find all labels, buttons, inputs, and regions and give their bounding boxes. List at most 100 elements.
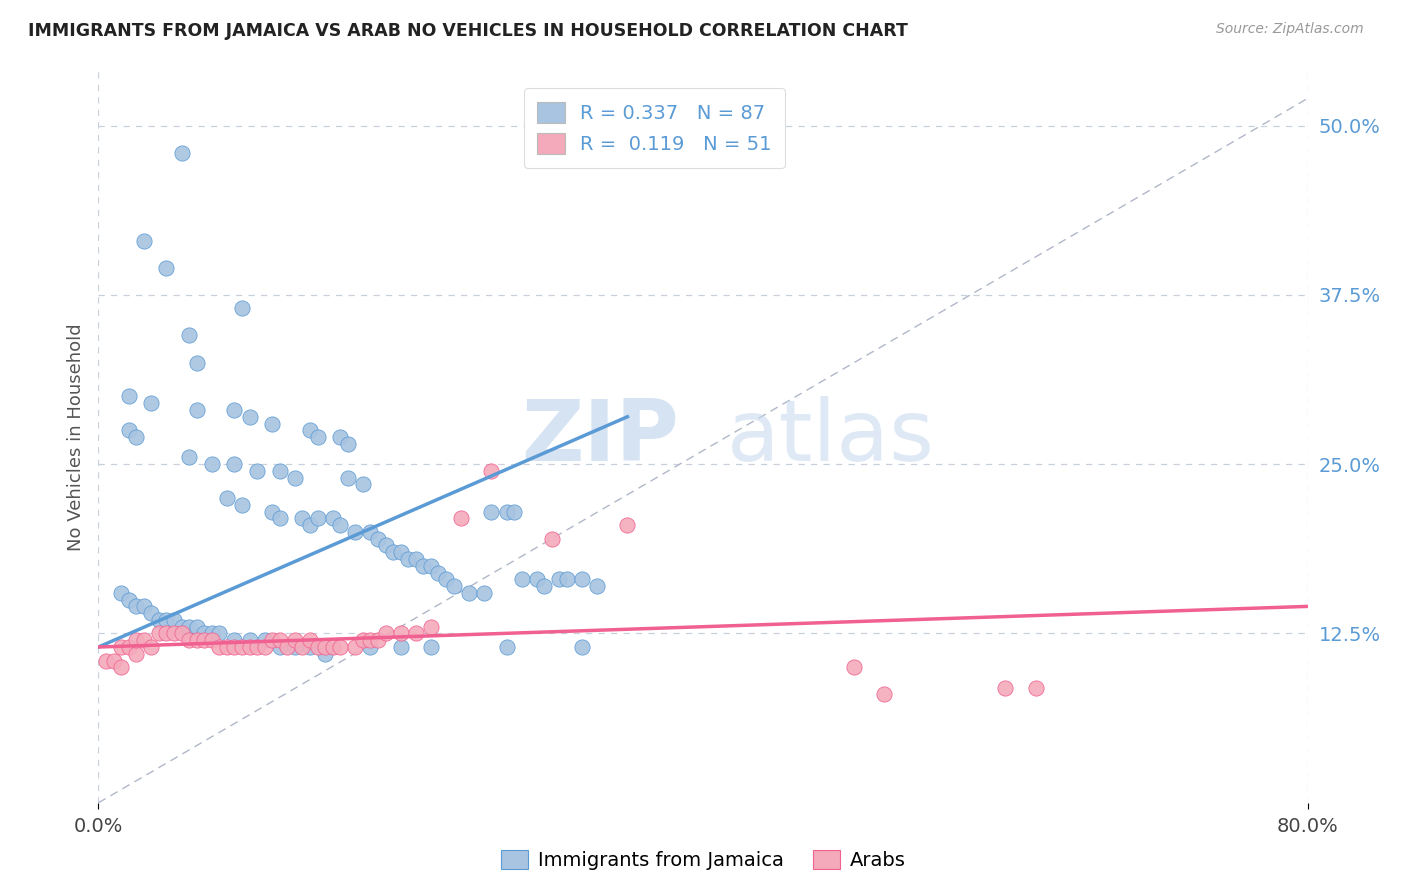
Point: [224, 640, 246, 654]
Point: [367, 633, 389, 648]
Point: [170, 620, 193, 634]
Point: [118, 592, 141, 607]
Point: [291, 640, 314, 654]
Point: [307, 511, 329, 525]
Point: [307, 430, 329, 444]
Point: [284, 471, 307, 485]
Point: [329, 430, 352, 444]
Point: [163, 626, 186, 640]
Point: [231, 498, 253, 512]
Point: [179, 633, 201, 648]
Point: [201, 633, 224, 648]
Point: [141, 606, 163, 620]
Point: [201, 626, 224, 640]
Point: [269, 640, 291, 654]
Point: [186, 403, 208, 417]
Point: [322, 511, 344, 525]
Point: [155, 626, 177, 640]
Point: [427, 566, 450, 580]
Text: atlas: atlas: [727, 395, 935, 479]
Point: [125, 647, 148, 661]
Point: [118, 423, 141, 437]
Point: [434, 572, 457, 586]
Point: [344, 640, 367, 654]
Point: [224, 457, 246, 471]
Point: [224, 403, 246, 417]
Point: [148, 613, 170, 627]
Point: [170, 626, 193, 640]
Point: [336, 471, 359, 485]
Point: [125, 599, 148, 614]
Point: [148, 626, 170, 640]
Point: [382, 545, 405, 559]
Point: [360, 633, 382, 648]
Point: [360, 640, 382, 654]
Point: [269, 464, 291, 478]
Point: [389, 545, 412, 559]
Text: ZIP: ZIP: [522, 395, 679, 479]
Point: [110, 586, 132, 600]
Point: [548, 572, 571, 586]
Point: [457, 586, 479, 600]
Point: [155, 613, 177, 627]
Point: [336, 437, 359, 451]
Point: [495, 505, 517, 519]
Legend: Immigrants from Jamaica, Arabs: Immigrants from Jamaica, Arabs: [494, 842, 912, 878]
Point: [443, 579, 465, 593]
Point: [231, 301, 253, 316]
Point: [450, 511, 472, 525]
Point: [118, 640, 141, 654]
Point: [322, 640, 344, 654]
Point: [125, 633, 148, 648]
Point: [510, 572, 533, 586]
Point: [299, 423, 322, 437]
Point: [262, 505, 284, 519]
Point: [367, 532, 389, 546]
Point: [307, 640, 329, 654]
Point: [125, 430, 148, 444]
Point: [224, 633, 246, 648]
Point: [246, 464, 269, 478]
Point: [374, 626, 396, 640]
Y-axis label: No Vehicles in Household: No Vehicles in Household: [66, 323, 84, 551]
Point: [389, 626, 412, 640]
Point: [284, 640, 307, 654]
Point: [239, 409, 262, 424]
Point: [186, 355, 208, 369]
Point: [179, 328, 201, 343]
Point: [420, 558, 443, 573]
Point: [396, 552, 419, 566]
Point: [215, 640, 238, 654]
Point: [253, 640, 276, 654]
Point: [269, 633, 291, 648]
Point: [495, 640, 517, 654]
Point: [193, 633, 215, 648]
Point: [201, 457, 224, 471]
Point: [170, 145, 193, 160]
Point: [616, 518, 638, 533]
Point: [844, 660, 866, 674]
Point: [208, 640, 231, 654]
Point: [314, 640, 336, 654]
Point: [155, 260, 177, 275]
Point: [246, 640, 269, 654]
Point: [163, 613, 186, 627]
Point: [352, 633, 374, 648]
Point: [193, 626, 215, 640]
Point: [215, 491, 238, 505]
Point: [329, 518, 352, 533]
Point: [186, 633, 208, 648]
Point: [540, 532, 562, 546]
Point: [269, 511, 291, 525]
Point: [132, 633, 155, 648]
Point: [344, 524, 367, 539]
Point: [253, 633, 276, 648]
Point: [586, 579, 609, 593]
Point: [299, 633, 322, 648]
Point: [481, 464, 503, 478]
Point: [352, 477, 374, 491]
Point: [994, 681, 1017, 695]
Point: [412, 558, 434, 573]
Point: [405, 626, 427, 640]
Point: [179, 620, 201, 634]
